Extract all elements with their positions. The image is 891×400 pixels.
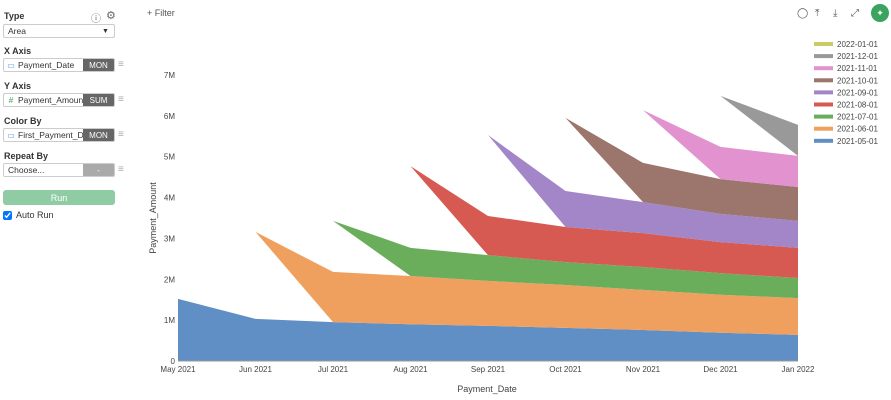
expand-icon[interactable]: ⤢ (851, 8, 859, 19)
y-axis-title: Payment_Amount (148, 182, 158, 254)
calendar-icon: ▭ (7, 130, 15, 140)
color-by-label: Color By (4, 116, 42, 126)
filter-button[interactable]: + Filter (147, 8, 175, 18)
area-2021-12-01 (720, 95, 798, 156)
area-2021-07-01 (333, 220, 798, 299)
repeat-by-field[interactable]: Choose... - (3, 163, 115, 177)
help-icon[interactable]: ⓘ (91, 14, 101, 25)
color-by-field[interactable]: ▭ First_Payment_Date MON (3, 128, 115, 142)
legend-item[interactable]: 2022-01-01 (837, 40, 878, 49)
y-tick-label: 4M (164, 194, 175, 203)
y-field-name: Payment_Amount (18, 95, 83, 105)
y-tick-label: 2M (164, 275, 175, 284)
legend-swatch (814, 78, 833, 83)
legend-swatch (814, 138, 833, 143)
filter-label: Filter (154, 8, 175, 18)
y-tick-label: 6M (164, 112, 175, 121)
legend-item[interactable]: 2021-11-01 (837, 64, 878, 73)
area-2021-05-01 (178, 298, 798, 361)
y-tick-label: 5M (164, 153, 175, 162)
area-2021-08-01 (410, 166, 798, 279)
y-tick-label: 3M (164, 234, 175, 243)
calendar-icon: ▭ (7, 60, 15, 70)
auto-run-label: Auto Run (16, 210, 54, 220)
color-agg-button[interactable]: MON (83, 129, 114, 141)
auto-run-toggle[interactable]: Auto Run (3, 210, 54, 220)
repeat-by-label: Repeat By (4, 151, 49, 161)
area-2021-06-01 (255, 231, 798, 335)
x-agg-button[interactable]: MON (83, 59, 114, 71)
chevron-down-icon: ▼ (102, 27, 109, 35)
y-tick-label: 7M (164, 71, 175, 80)
legend-swatch (814, 42, 833, 46)
legend-item[interactable]: 2021-10-01 (837, 76, 878, 85)
legend-swatch (814, 114, 833, 119)
repeat-menu-icon[interactable]: ≡ (118, 164, 124, 175)
x-field-name: Payment_Date (18, 60, 75, 70)
color-menu-icon[interactable]: ≡ (118, 129, 124, 140)
y-agg-button[interactable]: SUM (83, 94, 114, 106)
x-tick-label: Oct 2021 (549, 365, 582, 374)
x-tick-label: Sep 2021 (471, 365, 506, 374)
legend-item[interactable]: 2021-08-01 (837, 101, 878, 110)
legend-swatch (814, 90, 833, 95)
y-axis-label: Y Axis (4, 81, 32, 91)
legend-item[interactable]: 2021-05-01 (837, 137, 878, 146)
pin-icon[interactable]: ✦ (871, 4, 889, 22)
x-axis-label: X Axis (4, 46, 32, 56)
legend-swatch (814, 66, 833, 71)
y-tick-label: 1M (164, 316, 175, 325)
x-axis-field[interactable]: ▭ Payment_Date MON (3, 58, 115, 72)
x-tick-label: Jul 2021 (318, 365, 349, 374)
download-icon[interactable]: ⤓ (833, 8, 838, 19)
repeat-agg-button[interactable]: - (83, 164, 114, 176)
plus-icon: + (147, 8, 155, 18)
x-tick-label: Jan 2022 (782, 365, 815, 374)
area-2021-09-01 (488, 135, 798, 248)
y-axis-field[interactable]: # Payment_Amount SUM (3, 93, 115, 107)
type-label: Type (4, 11, 25, 21)
area-2021-10-01 (565, 117, 798, 221)
x-menu-icon[interactable]: ≡ (118, 59, 124, 70)
legend-item[interactable]: 2021-06-01 (837, 125, 878, 134)
legend-swatch (814, 126, 833, 131)
area-2021-11-01 (643, 110, 798, 187)
legend-swatch (814, 54, 833, 59)
color-field-name: First_Payment_Date (18, 130, 83, 140)
x-axis-title: Payment_Date (457, 384, 517, 394)
repeat-placeholder: Choose... (8, 165, 45, 175)
x-tick-label: Jun 2021 (239, 365, 272, 374)
legend-item[interactable]: 2021-09-01 (837, 88, 878, 97)
x-tick-label: Aug 2021 (393, 365, 428, 374)
y-menu-icon[interactable]: ≡ (118, 94, 124, 105)
auto-run-checkbox[interactable] (3, 210, 12, 220)
run-button[interactable]: Run (3, 190, 115, 205)
legend-item[interactable]: 2021-12-01 (837, 52, 878, 61)
y-tick-label: 0 (171, 357, 176, 366)
x-tick-label: Dec 2021 (703, 365, 738, 374)
settings-panel: Type ⓘ ⚙ Area ▼ X Axis ▭ Payment_Date MO… (0, 0, 135, 400)
comment-icon[interactable]: ◯ (797, 8, 809, 19)
upload-icon[interactable]: ⤒ (815, 8, 820, 19)
number-icon: # (8, 95, 14, 105)
type-value: Area (8, 26, 26, 36)
gear-icon[interactable]: ⚙ (106, 10, 116, 22)
x-tick-label: Nov 2021 (626, 365, 661, 374)
type-select[interactable]: Area ▼ (3, 24, 115, 38)
legend-item[interactable]: 2021-07-01 (837, 113, 878, 122)
legend-swatch (814, 102, 833, 107)
x-tick-label: May 2021 (160, 365, 196, 374)
